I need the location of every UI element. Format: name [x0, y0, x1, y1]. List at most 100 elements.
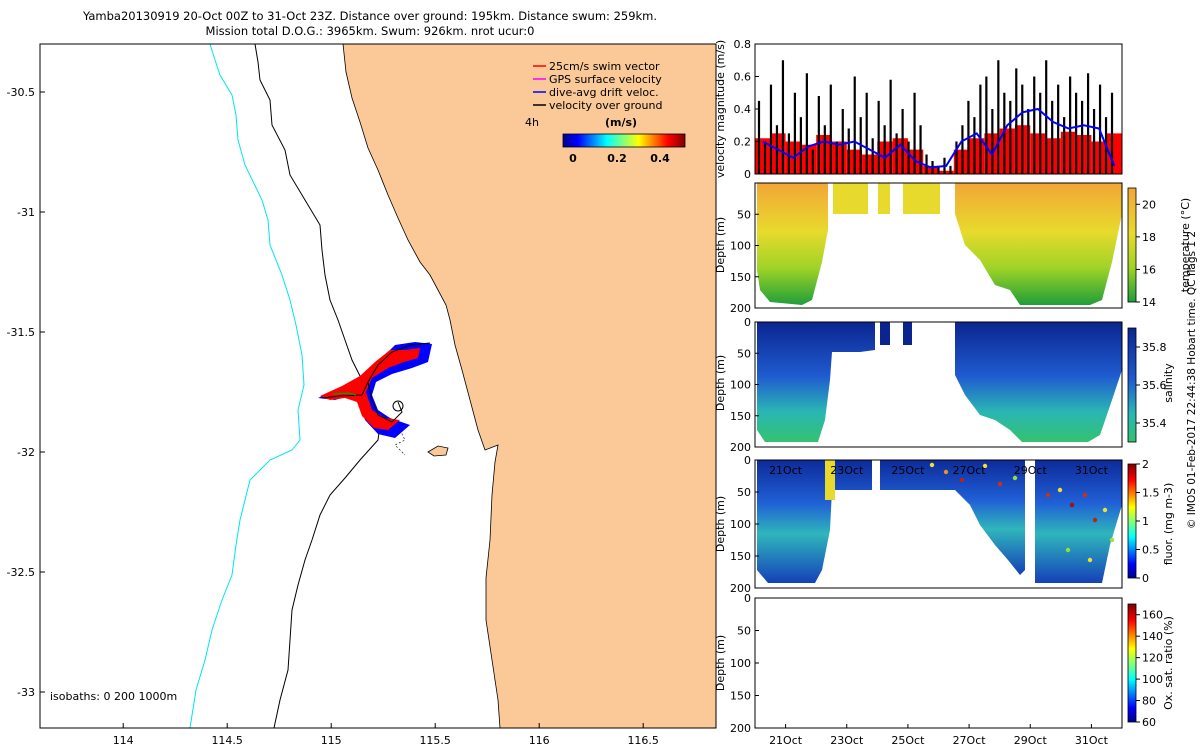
temperature-field [757, 183, 828, 305]
map-frame [39, 43, 717, 729]
map-panel: 25cm/s swim vector GPS surface velocity … [7, 43, 717, 747]
temperature-field [955, 183, 1122, 305]
map-axis-ticks: 114 114.5 115 115.5 116 116.5 -30.5 -31 -31.5 -32… [7, 86, 659, 747]
velocity-spikes [757, 60, 1114, 174]
map-x-tick-label: 116 [529, 734, 550, 747]
fluorescence-point [1069, 502, 1075, 508]
depth-tick-label: 100 [730, 657, 751, 670]
depth-tick-label: 200 [730, 441, 751, 454]
map-x-tick-label: 116.5 [627, 734, 659, 747]
date-tick-label: 29Oct [1014, 734, 1048, 747]
depth-tick-label: 150 [730, 410, 751, 423]
fluorescence-field [880, 460, 1025, 575]
fluorescence-field [825, 460, 835, 500]
fluorescence-panel: Depth (m) fluor. (mg m-3) [714, 459, 1175, 589]
colorbar-tick-label: 14 [1142, 296, 1156, 309]
depth-tick-label: 100 [730, 240, 751, 253]
fluorescence-point [1012, 475, 1018, 481]
fluorescence-point [1102, 507, 1108, 513]
velocity-y-tick-label: 0.4 [734, 103, 752, 116]
fluorescence-point [943, 469, 949, 475]
fluorescence-point [1082, 492, 1088, 498]
map-legend: 25cm/s swim vector GPS surface velocity … [525, 60, 686, 165]
salinity-colorbar-label: salinity [1162, 363, 1175, 403]
depth-tick-label: 100 [730, 379, 751, 392]
fluorescence-point [1065, 547, 1071, 553]
velocity-bar [1106, 133, 1122, 174]
colorbar-tick-label: 16 [1142, 263, 1156, 276]
salinity-panel: Depth (m) salinity [714, 321, 1175, 448]
fluorescence-point [1092, 517, 1098, 523]
date-tick-label: 27Oct [953, 734, 987, 747]
map-y-tick-label: -32 [17, 446, 35, 459]
temperature-colorbar-label: temperature (°C) [1179, 198, 1192, 292]
velocity-ylabel: velocity magnitude (m/s) [714, 40, 727, 178]
salinity-ylabel: Depth (m) [714, 355, 727, 411]
map-x-tick-label: 115 [321, 734, 342, 747]
depth-tick-label: 50 [737, 208, 751, 221]
salinity-field [880, 322, 912, 345]
gps-surface-velocity-vectors [332, 392, 357, 396]
fluorescence-point [982, 463, 988, 469]
fluorescence-point [1087, 557, 1093, 563]
oxygen-panel: Depth (m) Ox. sat. ratio (%) [714, 597, 1175, 729]
velocity-bar [862, 154, 878, 174]
fluorescence-field [757, 460, 872, 583]
speed-colorbar-title: (m/s) [605, 116, 637, 129]
fluorescence-point [1109, 537, 1115, 543]
date-tick-label: 23Oct [830, 464, 864, 477]
velocity-y-tick-label: 0.8 [734, 38, 752, 51]
speed-colorbar-tick: 0.4 [650, 152, 670, 165]
time-marker-label: 4h [525, 116, 539, 129]
map-x-tick-label: 114.5 [211, 734, 243, 747]
colorbar-tick-label: 35.8 [1142, 341, 1167, 354]
svg-text:GPS surface velocity: GPS surface velocity [549, 73, 662, 86]
fluorescence-colorbar [1127, 463, 1137, 579]
date-tick-label: 29Oct [1014, 464, 1048, 477]
depth-tick-label: 0 [744, 454, 751, 467]
island [427, 445, 449, 457]
fluorescence-point [959, 477, 965, 483]
depth-tick-label: 200 [730, 302, 751, 315]
fluorescence-point [1057, 487, 1063, 493]
depth-tick-label: 200 [730, 722, 751, 735]
oxygen-ylabel: Depth (m) [714, 635, 727, 691]
speed-colorbar-tick: 0 [569, 152, 577, 165]
fluorescence-field [1035, 460, 1122, 583]
map-x-tick-label: 115.5 [419, 734, 451, 747]
depth-tick-label: 50 [737, 347, 751, 360]
depth-tick-label: 50 [737, 486, 751, 499]
velocity-panel: 0 0.2 0.4 0.6 0.8 velocity magnitude (m/s) [714, 38, 1123, 181]
temperature-field [833, 183, 868, 214]
salinity-colorbar [1127, 327, 1137, 443]
oxygen-colorbar [1127, 603, 1137, 723]
glider-track [318, 342, 432, 438]
date-tick-label: 21Oct [769, 734, 803, 747]
colorbar-tick-label: 100 [1142, 673, 1163, 686]
velocity-bar [1030, 133, 1046, 174]
fluorescence-point [997, 481, 1003, 487]
svg-text:dive-avg drift veloc.: dive-avg drift veloc. [549, 86, 659, 99]
speed-colorbar-tick: 0.2 [607, 152, 627, 165]
colorbar-tick-label: 0.5 [1142, 544, 1160, 557]
map-y-tick-label: -31 [17, 206, 35, 219]
date-tick-label: 27Oct [953, 464, 987, 477]
glider-position-marker [392, 400, 404, 412]
fluorescence-outlier-points [929, 462, 1115, 563]
figure-title-line-2: Mission total D.O.G.: 3965km. Swum: 926k… [205, 24, 535, 38]
legend-item-velocity-over-ground: velocity over ground [533, 99, 662, 112]
temperature-colorbar [1127, 187, 1137, 303]
fluorescence-ylabel: Depth (m) [714, 496, 727, 552]
colorbar-tick-label: 120 [1142, 652, 1163, 665]
colorbar-tick-label: 0 [1142, 572, 1149, 585]
depth-tick-label: 150 [730, 690, 751, 703]
svg-text:velocity over ground: velocity over ground [549, 99, 662, 112]
velocity-drift-line [762, 107, 1116, 169]
legend-item-swim-vector: 25cm/s swim vector [533, 60, 660, 73]
salinity-field [955, 322, 1122, 442]
date-tick-label: 23Oct [830, 734, 864, 747]
velocity-axis-ticks: 0 0.2 0.4 0.6 0.8 [734, 38, 759, 181]
velocity-y-tick-label: 0.2 [734, 136, 752, 149]
oxygen-colorbar-label: Ox. sat. ratio (%) [1162, 616, 1175, 710]
